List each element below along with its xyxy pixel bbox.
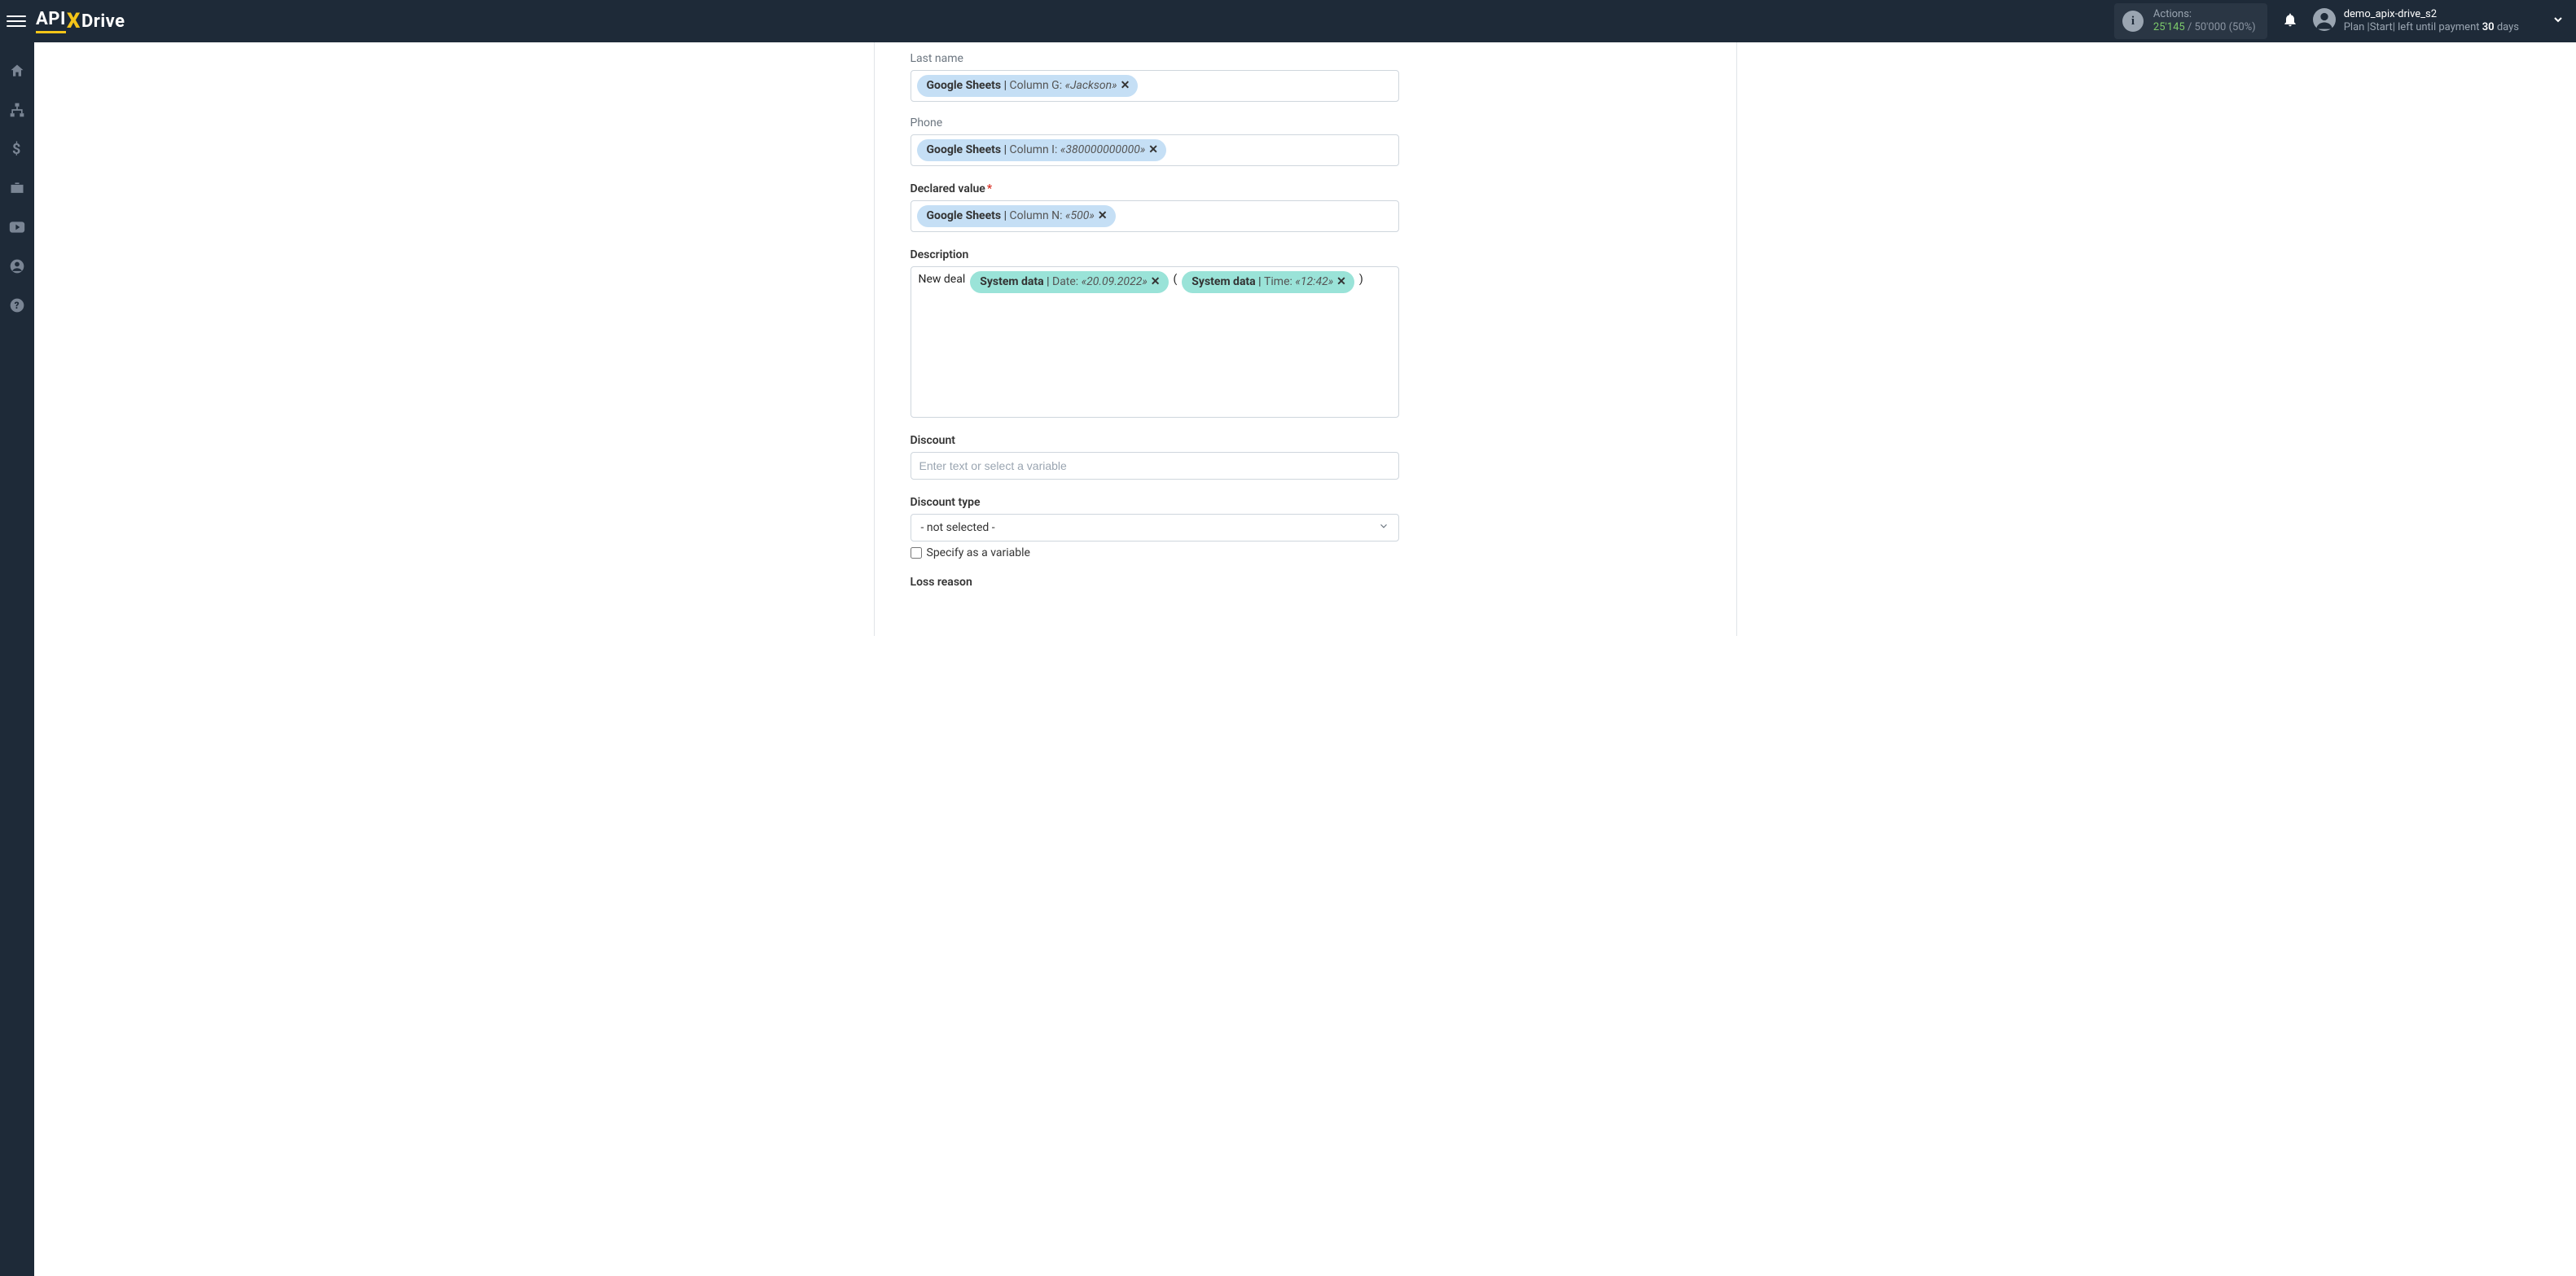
token-remove-icon[interactable]: ✕ (1121, 77, 1130, 94)
nav-help[interactable]: ? (0, 288, 34, 322)
field-last-name: Last name Google Sheets | Column G: «Jac… (911, 52, 1399, 102)
input-discount[interactable] (911, 452, 1399, 480)
token-remove-icon[interactable]: ✕ (1336, 274, 1346, 291)
label-discount-type: Discount type (911, 496, 1399, 509)
token-phone[interactable]: Google Sheets | Column I: «380000000000»… (917, 139, 1167, 161)
user-info[interactable]: demo_apix-drive_s2 Plan |Start| left unt… (2344, 8, 2519, 35)
header-expand-button[interactable] (2519, 13, 2565, 29)
sitemap-icon (9, 102, 25, 118)
nav-home[interactable] (0, 54, 34, 88)
actions-label: Actions: (2153, 8, 2256, 21)
form-panel: Last name Google Sheets | Column G: «Jac… (874, 42, 1737, 636)
label-declared-value: Declared value* (911, 182, 1399, 195)
checkbox-specify-variable[interactable] (911, 547, 922, 559)
field-description: Description New deal System data | Date:… (911, 248, 1399, 418)
plan-line: Plan |Start| left until payment 30 days (2344, 21, 2519, 34)
main-scroll-area[interactable]: Last name Google Sheets | Column G: «Jac… (34, 42, 2576, 1276)
input-declared-value[interactable]: Google Sheets | Column N: «500» ✕ (911, 200, 1399, 232)
label-last-name: Last name (911, 52, 1399, 65)
actions-counter[interactable]: i Actions: 25'145 / 50'000 (50%) (2114, 3, 2267, 40)
label-loss-reason: Loss reason (911, 576, 1399, 589)
description-prefix: New deal (917, 271, 968, 287)
label-description: Description (911, 248, 1399, 261)
nav-connections[interactable] (0, 93, 34, 127)
info-icon: i (2122, 11, 2144, 32)
input-description[interactable]: New deal System data | Date: «20.09.2022… (911, 266, 1399, 418)
username: demo_apix-drive_s2 (2344, 8, 2519, 21)
open-paren: ( (1172, 271, 1179, 287)
user-avatar-button[interactable] (2313, 8, 2336, 34)
token-time[interactable]: System data | Time: «12:42» ✕ (1182, 271, 1354, 293)
logo-text-api: API (36, 9, 66, 33)
input-phone[interactable]: Google Sheets | Column I: «380000000000»… (911, 134, 1399, 166)
briefcase-icon (9, 180, 25, 196)
input-last-name[interactable]: Google Sheets | Column G: «Jackson» ✕ (911, 70, 1399, 102)
checkbox-label[interactable]: Specify as a variable (927, 546, 1030, 559)
user-icon (9, 258, 25, 274)
avatar-icon (2313, 8, 2336, 31)
chevron-down-icon (2552, 13, 2565, 26)
field-discount: Discount (911, 434, 1399, 480)
bell-icon (2282, 11, 2298, 28)
token-declared-value[interactable]: Google Sheets | Column N: «500» ✕ (917, 205, 1116, 227)
hamburger-menu-button[interactable] (7, 11, 26, 31)
nav-billing[interactable]: $ (0, 132, 34, 166)
youtube-icon (9, 221, 25, 234)
svg-text:?: ? (15, 300, 20, 311)
logo-text-drive: Drive (81, 11, 125, 32)
field-phone: Phone Google Sheets | Column I: «3800000… (911, 116, 1399, 166)
token-remove-icon[interactable]: ✕ (1148, 142, 1158, 159)
svg-text:$: $ (12, 141, 20, 157)
field-declared-value: Declared value* Google Sheets | Column N… (911, 182, 1399, 232)
label-discount: Discount (911, 434, 1399, 447)
notifications-button[interactable] (2282, 11, 2298, 31)
dollar-icon: $ (12, 141, 22, 157)
nav-account[interactable] (0, 249, 34, 283)
label-phone: Phone (911, 116, 1399, 129)
token-date[interactable]: System data | Date: «20.09.2022» ✕ (970, 271, 1168, 293)
field-loss-reason: Loss reason (911, 576, 1399, 589)
actions-values: 25'145 / 50'000 (50%) (2153, 21, 2256, 34)
token-remove-icon[interactable]: ✕ (1098, 208, 1108, 225)
close-paren: ) (1358, 271, 1365, 287)
select-discount-type[interactable]: - not selected - (911, 514, 1399, 542)
app-logo[interactable]: APIXDrive (36, 9, 125, 33)
home-icon (9, 63, 25, 79)
token-last-name[interactable]: Google Sheets | Column G: «Jackson» ✕ (917, 75, 1139, 97)
nav-youtube[interactable] (0, 210, 34, 244)
nav-briefcase[interactable] (0, 171, 34, 205)
help-icon: ? (9, 297, 25, 314)
sidebar-nav: $ ? (0, 42, 34, 1276)
app-header: APIXDrive i Actions: 25'145 / 50'000 (50… (0, 0, 2576, 42)
logo-text-x: X (67, 9, 81, 33)
field-discount-type: Discount type - not selected - Specify a… (911, 496, 1399, 559)
token-remove-icon[interactable]: ✕ (1151, 274, 1161, 291)
